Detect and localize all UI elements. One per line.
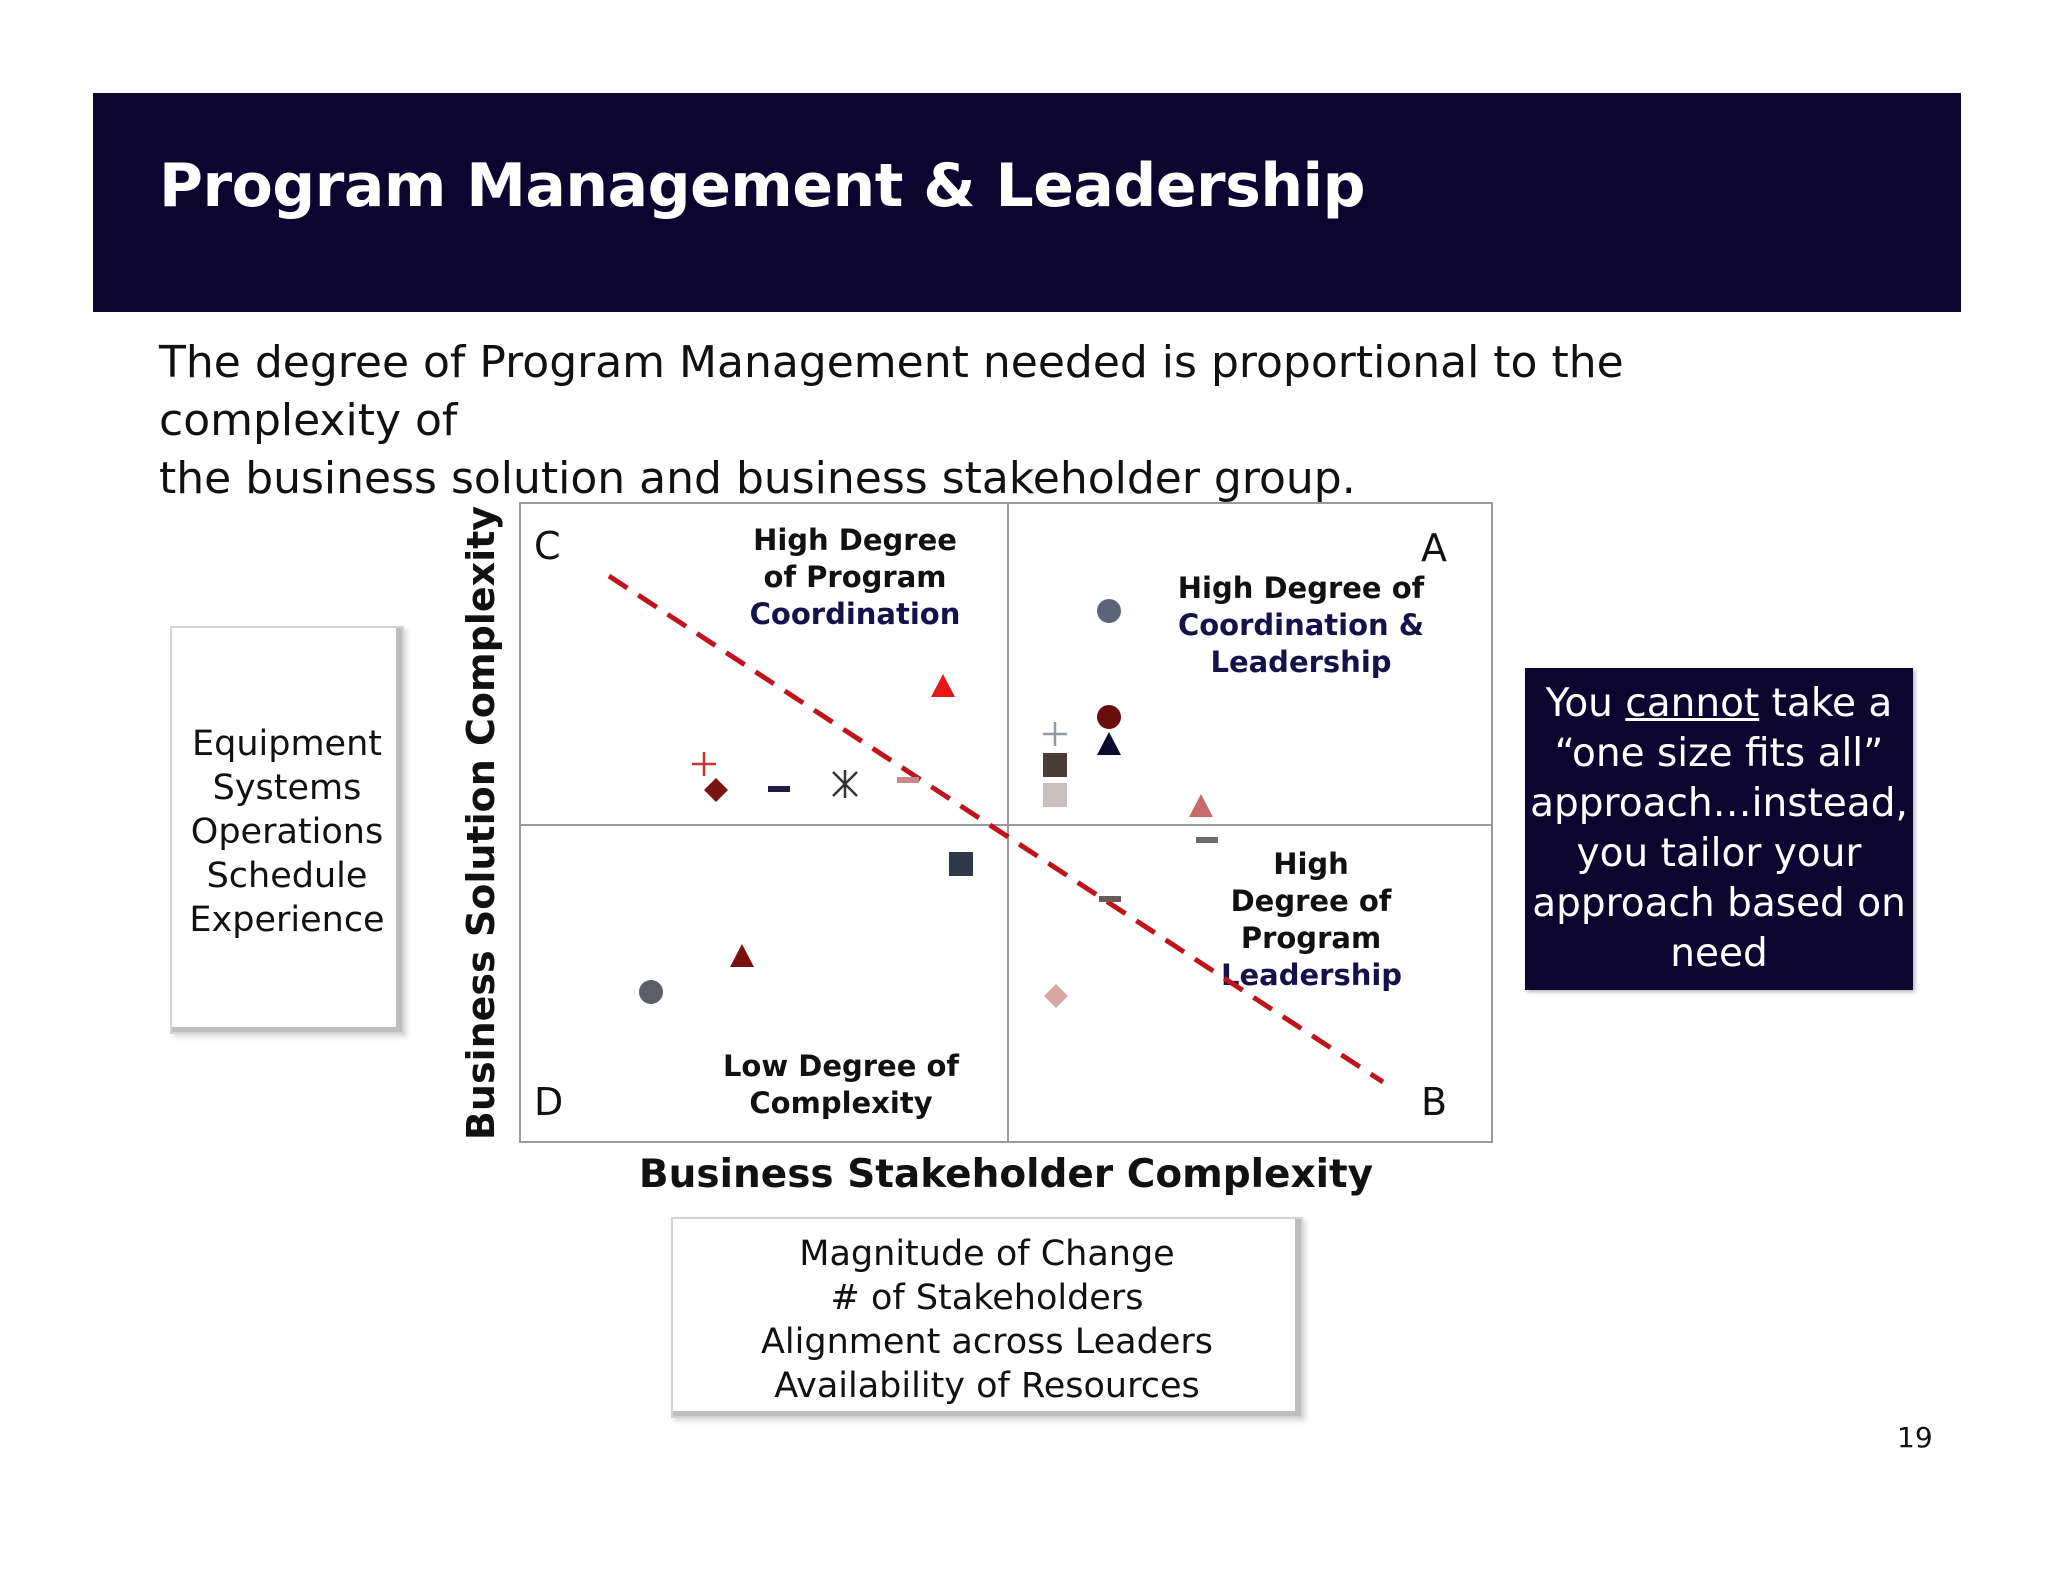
marker-triangle	[730, 944, 754, 967]
quadrant-b-label: High Degree of Program Leadership	[1221, 846, 1403, 994]
marker-square	[949, 852, 973, 876]
marker-square	[1043, 783, 1067, 807]
quadrant-letter-c: C	[534, 524, 561, 568]
marker-dash	[1196, 837, 1218, 843]
page-number: 19	[1897, 1421, 1933, 1454]
quadrant-b-label-line: Leadership	[1221, 958, 1403, 992]
solution-factor: Experience	[189, 900, 385, 940]
solution-factor: Schedule	[206, 856, 368, 896]
quadrant-a-label: High Degree of Coordination & Leadership	[1121, 570, 1481, 681]
marker-dash	[768, 786, 790, 792]
callout-box: You cannot take a “one size fits all” ap…	[1525, 668, 1913, 990]
marker-circle	[1097, 599, 1121, 623]
marker-dash	[897, 777, 919, 783]
intro-line-2: the business solution and business stake…	[159, 453, 1356, 504]
horizontal-divider	[521, 824, 1491, 826]
stakeholder-factors-box: Magnitude of Change # of Stakeholders Al…	[671, 1217, 1303, 1418]
marker-square	[1043, 753, 1067, 777]
marker-asterisk	[832, 770, 858, 798]
solution-factor: Systems	[212, 768, 362, 808]
quadrant-b-label-line: Degree of	[1230, 884, 1392, 918]
quadrant-d-label: Low Degree of Complexity	[661, 1048, 1021, 1122]
solution-factors-box: Equipment Systems Operations Schedule Ex…	[170, 626, 404, 1034]
marker-triangle	[931, 674, 955, 697]
quadrant-a-label-line: Coordination &	[1177, 608, 1425, 642]
intro-text: The degree of Program Management needed …	[159, 334, 1879, 508]
quadrant-b-label-line: Program	[1240, 921, 1382, 955]
intro-line-1: The degree of Program Management needed …	[159, 337, 1624, 446]
marker-triangle	[1097, 732, 1121, 755]
quadrant-a-label-line: Leadership	[1210, 645, 1392, 679]
stakeholder-factor: Alignment across Leaders	[760, 1322, 1213, 1362]
marker-dash	[1099, 896, 1121, 902]
matrix-markers	[607, 573, 1385, 1085]
complexity-threshold-line	[607, 573, 1385, 1085]
marker-diamond	[704, 778, 728, 802]
quadrant-a-label-line: High Degree of	[1177, 571, 1425, 605]
marker-plus	[692, 752, 716, 776]
quadrant-c-label: High Degree of Program Coordination	[675, 522, 1035, 633]
quadrant-letter-d: D	[534, 1080, 564, 1124]
quadrant-b-label-line: High	[1273, 847, 1349, 881]
quadrant-d-label-line: Low Degree of	[722, 1049, 960, 1083]
marker-circle	[639, 980, 663, 1004]
x-axis-label: Business Stakeholder Complexity	[638, 1152, 1374, 1197]
quadrant-letter-a: A	[1421, 526, 1447, 570]
marker-diamond	[1044, 984, 1068, 1008]
stakeholder-factor: Magnitude of Change	[799, 1234, 1175, 1274]
stakeholder-factor: Availability of Resources	[774, 1366, 1200, 1406]
quadrant-letter-b: B	[1421, 1080, 1448, 1124]
title-banner: Program Management & Leadership	[93, 93, 1961, 312]
solution-factor: Equipment	[192, 724, 382, 764]
y-axis-label: Business Solution Complexity	[459, 505, 503, 1141]
callout-text-start: You	[1545, 681, 1626, 726]
callout-emphasis: cannot	[1625, 681, 1760, 726]
marker-plus	[1043, 722, 1067, 746]
quadrant-c-label-line: High Degree	[753, 523, 957, 557]
marker-triangle	[1189, 794, 1213, 817]
quadrant-c-label-line: of Program	[763, 560, 947, 594]
vertical-divider	[1007, 504, 1009, 1141]
stakeholder-factor: # of Stakeholders	[830, 1278, 1144, 1318]
solution-factor: Operations	[190, 812, 384, 852]
quadrant-c-label-line: Coordination	[749, 597, 961, 631]
callout-text-end: take a “one size fits all” approach…inst…	[1530, 681, 1908, 976]
slide-title: Program Management & Leadership	[159, 151, 1366, 221]
complexity-matrix: C A D B High Degree of Program Coordinat…	[519, 502, 1493, 1143]
marker-circle	[1097, 705, 1121, 729]
quadrant-d-label-line: Complexity	[749, 1086, 933, 1120]
